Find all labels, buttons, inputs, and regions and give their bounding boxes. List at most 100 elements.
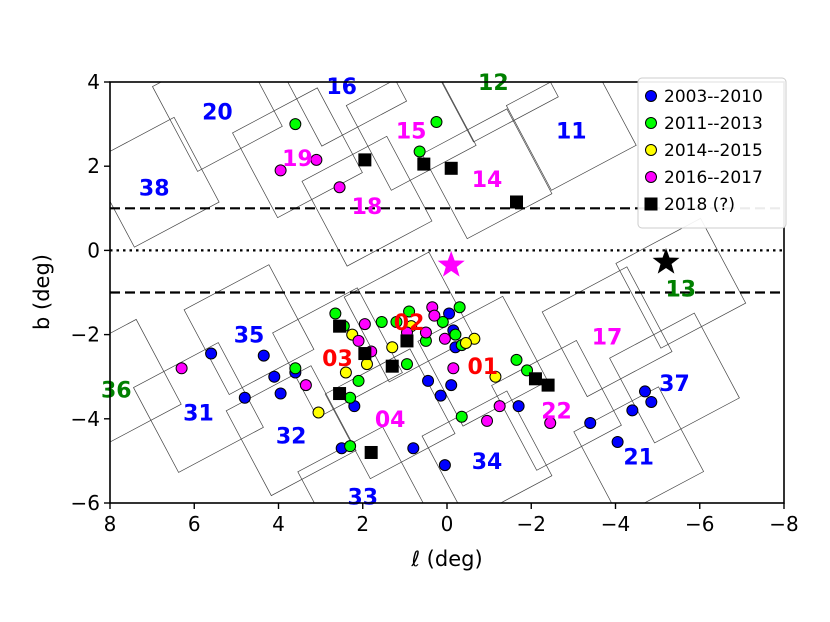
- point-series0-17: [584, 417, 597, 430]
- field-outline-21: [573, 386, 705, 503]
- x-tick-label: −4: [601, 512, 630, 536]
- point-series1-17: [455, 410, 468, 423]
- legend-marker: [645, 90, 657, 102]
- field-outline-32: [225, 365, 357, 497]
- legend-entry: 2014--2015: [664, 141, 763, 161]
- point-series1-3: [329, 307, 342, 320]
- point-series2-3: [386, 341, 399, 354]
- field-outline-16: [287, 82, 408, 147]
- legend-marker: [644, 197, 658, 211]
- point-series0-15: [445, 379, 458, 392]
- x-tick-label: 2: [356, 512, 369, 536]
- point-series1-2: [430, 115, 443, 128]
- point-series1-11: [400, 358, 413, 371]
- field-outline-11: [505, 82, 637, 191]
- legend-entry: 2016--2017: [664, 168, 763, 188]
- field-label-35: 35: [234, 324, 265, 349]
- point-series3-2: [310, 153, 323, 166]
- field-label-13: 13: [665, 277, 696, 302]
- field-label-14: 14: [472, 168, 503, 193]
- field-label-11: 11: [556, 119, 587, 144]
- field-outline-22: [491, 340, 622, 471]
- point-series4-9: [541, 378, 555, 392]
- point-series2-8: [312, 406, 325, 419]
- point-series0-20: [638, 385, 651, 398]
- field-outline-33: [297, 426, 424, 503]
- point-series1-18: [510, 353, 523, 366]
- field-outline-36: [110, 318, 182, 443]
- point-series1-7: [352, 374, 365, 387]
- legend: 2003--2010 2011--2013 2014--2015 2016--2017…: [637, 77, 787, 229]
- field-label-17: 17: [592, 326, 623, 351]
- x-tick-label: −8: [769, 512, 798, 536]
- x-axis-label: ℓ (deg): [410, 547, 482, 571]
- point-series4-3: [510, 195, 524, 209]
- point-series1-6: [344, 391, 357, 404]
- point-series1-15: [453, 301, 466, 314]
- point-series3-5: [358, 318, 371, 331]
- legend-entry: 2003--2010: [664, 87, 763, 107]
- field-labels: 0102030411121314151617181920212231323334…: [101, 71, 696, 511]
- point-series0-11: [438, 459, 451, 472]
- point-series1-20: [289, 362, 302, 375]
- field-label-02: 02: [394, 311, 425, 336]
- point-series3-0: [175, 362, 188, 375]
- data-points: [175, 115, 658, 472]
- point-series2-6: [459, 337, 472, 350]
- point-series2-1: [339, 366, 352, 379]
- field-label-18: 18: [352, 195, 383, 220]
- point-series1-13: [449, 328, 462, 341]
- field-outline-20: [152, 82, 283, 172]
- point-series4-4: [333, 319, 347, 333]
- point-series0-2: [257, 349, 270, 362]
- survey-field-outlines: [110, 82, 747, 503]
- x-tick-label: 4: [272, 512, 285, 536]
- field-label-36: 36: [101, 378, 132, 403]
- point-series4-10: [333, 387, 347, 401]
- x-tick-label: −2: [517, 512, 546, 536]
- field-label-19: 19: [282, 147, 313, 172]
- field-label-12: 12: [478, 71, 509, 96]
- field-outline-17: [541, 266, 673, 398]
- point-series0-16: [512, 400, 525, 413]
- point-series4-0: [358, 153, 372, 167]
- point-series4-5: [358, 347, 372, 361]
- y-tick-label: −4: [71, 407, 100, 431]
- legend-marker: [645, 144, 657, 156]
- field-outline-37: [609, 312, 740, 444]
- field-outline-34: [421, 390, 553, 503]
- point-series4-11: [364, 445, 378, 459]
- x-tick-label: 8: [104, 512, 117, 536]
- point-series3-14: [481, 414, 494, 427]
- field-label-03: 03: [322, 347, 353, 372]
- y-tick-label: 0: [87, 238, 100, 262]
- field-outline-14: [421, 108, 553, 240]
- field-label-37: 37: [659, 372, 690, 397]
- field-label-01: 01: [467, 355, 498, 380]
- field-label-38: 38: [139, 176, 170, 201]
- point-series3-15: [493, 400, 506, 413]
- field-label-16: 16: [326, 75, 357, 100]
- point-series1-0: [289, 118, 302, 131]
- star-markers: [437, 248, 680, 277]
- y-tick-label: 2: [87, 154, 100, 178]
- y-tick-label: −2: [71, 323, 100, 347]
- point-series0-0: [205, 347, 218, 360]
- legend-entry: 2018 (?): [664, 195, 735, 215]
- y-axis-label: b (deg): [30, 254, 54, 330]
- point-series3-16: [544, 417, 557, 430]
- point-series0-12: [443, 307, 456, 320]
- field-label-34: 34: [472, 450, 503, 475]
- point-series4-7: [400, 334, 414, 348]
- point-series4-6: [385, 359, 399, 373]
- point-series3-13: [447, 362, 460, 375]
- point-series3-9: [419, 326, 432, 339]
- point-series4-1: [417, 157, 431, 171]
- field-outline-13: [615, 217, 747, 349]
- legend-box: [637, 77, 787, 229]
- point-series3-1: [274, 164, 287, 177]
- point-series3-12: [438, 332, 451, 345]
- point-series0-1: [238, 391, 251, 404]
